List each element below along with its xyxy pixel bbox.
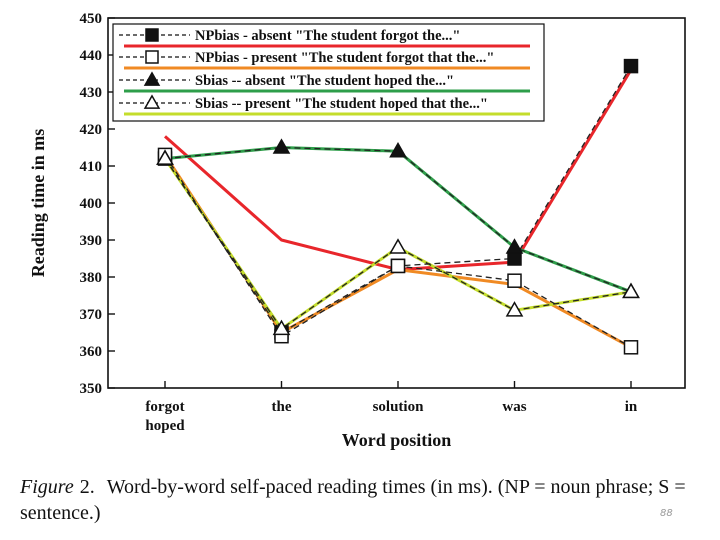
legend-marker [143,94,161,109]
x-tick-label: the [272,399,292,415]
y-tick-label: 450 [80,11,103,27]
series-markers [156,58,640,355]
series-line-4 [164,158,632,330]
data-point-1 [623,58,639,74]
y-tick-label: 360 [80,344,103,360]
caption-label: Figure [20,476,74,498]
legend-box [112,23,545,122]
legend: NPbias - absent "The student forgot the.… [112,23,545,122]
data-point-4 [272,319,291,336]
chart: 350 360 370 380 390 400 410 420 430 440 450 forgot… [28,11,686,450]
data-point-2 [390,258,406,274]
legend-label: Sbias -- present "The student hoped that… [195,96,488,112]
legend-label: NPbias - present "The student forgot tha… [195,50,494,66]
data-point-3 [389,142,407,158]
y-tick-label: 440 [80,48,103,64]
y-tick-label: 430 [80,85,103,101]
y-tick-label: 420 [80,122,103,138]
y-tick-label: 390 [80,233,103,249]
x-tick-label: solution [373,399,425,415]
y-tick-label: 400 [80,196,103,212]
x-tick-label: in [625,399,638,415]
data-point-4 [156,149,174,165]
figure-caption: Figure 2. Word-by-word self-paced reading … [20,474,700,526]
data-point-2 [623,340,639,355]
page-number: 88 [660,508,673,519]
data-point-2 [507,273,522,288]
data-point-3 [505,238,524,254]
x-tick-sublabel: hoped [145,418,185,434]
caption-number: 2. [79,476,95,498]
y-tick-label: 350 [80,381,103,397]
data-point-1 [507,251,522,266]
legend-marker [145,50,159,64]
data-point-4 [389,238,407,254]
y-tick-label: 370 [80,307,103,323]
y-axis: 350 360 370 380 390 400 410 420 430 440 450 [80,11,115,397]
y-tick-label: 410 [80,159,103,175]
legend-marker [143,71,161,86]
legend-label: NPbias - absent "The student forgot the.… [195,28,460,44]
x-tick-label: forgot [145,399,184,415]
data-point-4 [505,301,524,317]
y-tick-label: 380 [80,270,103,286]
data-point-3 [272,138,291,154]
caption-text: Word-by-word self-paced reading times (i… [20,476,686,524]
data-point-4 [622,282,640,299]
y-axis-title: Reading time in ms [28,129,48,278]
x-axis: forgot hoped the solution was in [145,381,638,434]
legend-label: Sbias -- absent "The student hoped the..… [195,73,454,89]
x-tick-label: was [502,399,526,415]
legend-marker [145,28,159,42]
x-axis-title: Word position [342,430,452,450]
